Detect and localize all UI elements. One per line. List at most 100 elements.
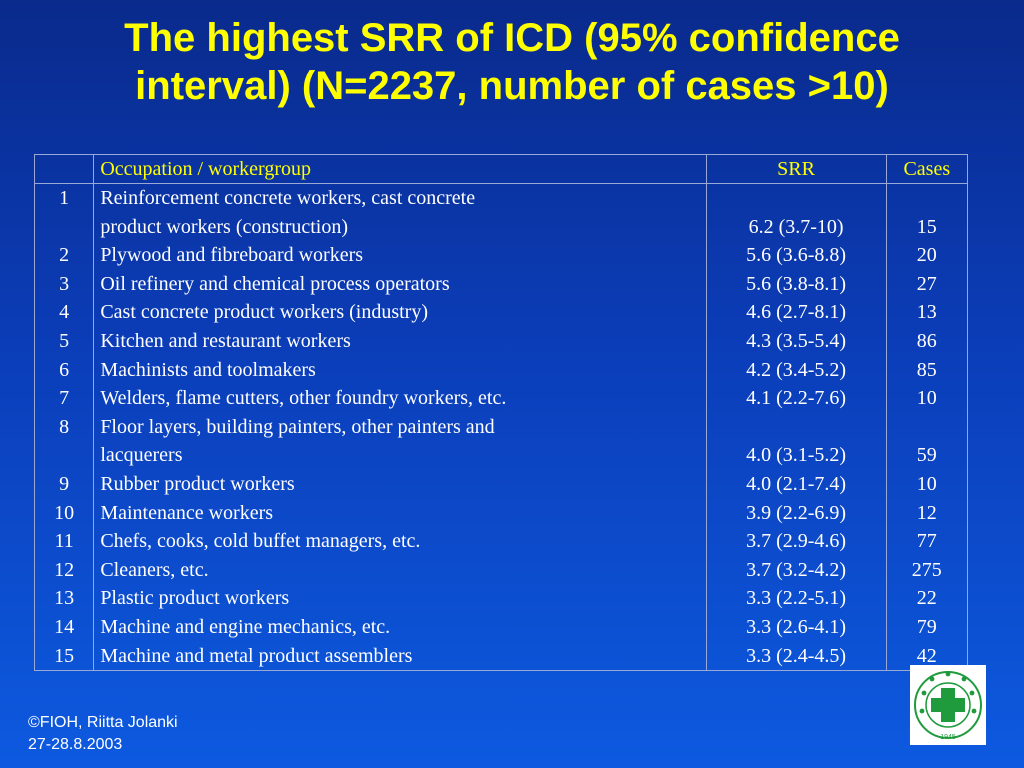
- srr-value: 4.1 (2.2-7.6): [746, 387, 847, 410]
- table-row: 2 Plywood and fibreboard workers 5.6 (3.6-…: [33, 241, 969, 270]
- occupation-line: Reinforcement concrete workers, cast con…: [100, 187, 476, 209]
- cases-value: 77: [916, 530, 937, 553]
- occupation-line: Plastic product workers: [100, 587, 290, 610]
- occupation-line: Machine and engine mechanics, etc.: [100, 615, 391, 638]
- table-row: 6 Machinists and toolmakers 4.2 (3.4-5.2) 8…: [33, 355, 969, 385]
- slide-title-line-2: interval) (N=2237, number of cases >10): [135, 64, 889, 108]
- row-cases: 59: [885, 412, 969, 470]
- srr-value: 3.7 (2.9-4.6): [746, 530, 847, 553]
- row-srr: 4.3 (3.5-5.4): [705, 326, 887, 356]
- srr-value: 3.3 (2.6-4.1): [746, 615, 847, 638]
- row-occupation: Reinforcement concrete workers, cast con…: [93, 183, 707, 242]
- srr-value: 5.6 (3.6-8.8): [746, 244, 847, 267]
- occupation-line: lacquerers: [100, 444, 183, 467]
- row-cases: 275: [885, 555, 969, 585]
- row-number: 5: [33, 326, 95, 356]
- row-number: 7: [33, 384, 95, 413]
- occupation-line: Chefs, cooks, cold buffet managers, etc.: [100, 530, 421, 553]
- row-srr: 5.6 (3.8-8.1): [705, 269, 887, 299]
- occupation-line: product workers (construction): [100, 215, 349, 238]
- table-row: 11 Chefs, cooks, cold buffet managers, et…: [33, 527, 969, 556]
- row-number: 2: [33, 241, 95, 270]
- occupation-line: Welders, flame cutters, other foundry wo…: [100, 387, 507, 410]
- row-occupation: Cast concrete product workers (industry): [93, 298, 707, 327]
- occupation-line: Machinists and toolmakers: [100, 358, 316, 381]
- row-occupation: Maintenance workers: [93, 498, 707, 528]
- srr-value: 6.2 (3.7-10): [748, 215, 844, 238]
- table-row: 1 Reinforcement concrete workers, cast co…: [33, 183, 969, 242]
- table-row: 9 Rubber product workers 4.0 (2.1-7.4) 10: [33, 469, 969, 499]
- header-cases: Cases: [885, 154, 969, 184]
- srr-value: 5.6 (3.8-8.1): [746, 272, 847, 295]
- srr-value: 3.7 (3.2-4.2): [746, 558, 847, 581]
- row-occupation: Cleaners, etc.: [93, 555, 707, 585]
- cases-value: 12: [916, 501, 937, 524]
- row-srr: 3.3 (2.6-4.1): [705, 612, 887, 642]
- row-occupation: Kitchen and restaurant workers: [93, 326, 707, 356]
- row-occupation: Plywood and fibreboard workers: [93, 241, 707, 270]
- row-cases: 27: [885, 269, 969, 299]
- row-number: 8: [33, 412, 95, 470]
- row-number: 12: [33, 555, 95, 585]
- row-cases: 85: [885, 355, 969, 385]
- row-number: 10: [33, 498, 95, 528]
- cases-value: 13: [916, 301, 937, 324]
- srr-value: 3.3 (2.2-5.1): [746, 587, 847, 610]
- table-row: 7 Welders, flame cutters, other foundry w…: [33, 384, 969, 413]
- logo-year: 1945: [940, 734, 956, 741]
- table-row: 13 Plastic product workers 3.3 (2.2-5.1) 22: [33, 584, 969, 613]
- occupation-line: Maintenance workers: [100, 501, 274, 524]
- row-cases: 10: [885, 384, 969, 413]
- occupation-line: Oil refinery and chemical process operat…: [100, 272, 450, 295]
- cases-value: 59: [916, 444, 937, 467]
- row-occupation: Welders, flame cutters, other foundry wo…: [93, 384, 707, 413]
- occupation-line: Plywood and fibreboard workers: [100, 244, 364, 267]
- row-cases: 22: [885, 584, 969, 613]
- table-row: 12 Cleaners, etc. 3.7 (3.2-4.2) 275: [33, 555, 969, 585]
- srr-value: 3.3 (2.4-4.5): [746, 644, 847, 667]
- cases-value: 22: [916, 587, 937, 610]
- row-number: 1: [33, 183, 95, 242]
- row-occupation: Machinists and toolmakers: [93, 355, 707, 385]
- row-number: 6: [33, 355, 95, 385]
- table-row: 4 Cast concrete product workers (industry…: [33, 298, 969, 327]
- row-cases: 77: [885, 527, 969, 556]
- srr-table: Occupation / workergroup SRR Cases 1 Rein…: [33, 154, 969, 672]
- row-srr: 3.9 (2.2-6.9): [705, 498, 887, 528]
- footer-date: 27-28.8.2003: [28, 736, 123, 753]
- occupation-line: Rubber product workers: [100, 472, 295, 495]
- cases-value: 27: [916, 272, 937, 295]
- row-occupation: Machine and engine mechanics, etc.: [93, 612, 707, 642]
- row-srr: 5.6 (3.6-8.8): [705, 241, 887, 270]
- srr-value: 4.0 (2.1-7.4): [746, 472, 847, 495]
- row-srr: 4.6 (2.7-8.1): [705, 298, 887, 327]
- row-cases: 86: [885, 326, 969, 356]
- row-cases: 15: [885, 183, 969, 242]
- header-num: [33, 154, 95, 184]
- table-row: 10 Maintenance workers 3.9 (2.2-6.9) 12: [33, 498, 969, 528]
- occupation-line: Cast concrete product workers (industry): [100, 301, 428, 324]
- row-number: 14: [33, 612, 95, 642]
- row-number: 3: [33, 269, 95, 299]
- slide-title-line-1: The highest SRR of ICD (95% confidence: [124, 16, 900, 60]
- cases-value: 86: [916, 329, 937, 352]
- row-srr: 4.2 (3.4-5.2): [705, 355, 887, 385]
- table-row: 8 Floor layers, building painters, other …: [33, 412, 969, 470]
- cases-value: 79: [916, 615, 937, 638]
- header-occupation: Occupation / workergroup: [93, 154, 707, 184]
- cases-value: 20: [916, 244, 937, 267]
- row-number: 4: [33, 298, 95, 327]
- header-srr: SRR: [705, 154, 887, 184]
- table-row: 15 Machine and metal product assemblers 3.…: [33, 641, 969, 672]
- row-cases: 13: [885, 298, 969, 327]
- row-occupation: Chefs, cooks, cold buffet managers, etc.: [93, 527, 707, 556]
- row-occupation: Rubber product workers: [93, 469, 707, 499]
- row-cases: 20: [885, 241, 969, 270]
- occupation-line: Floor layers, building painters, other p…: [100, 415, 495, 438]
- row-number: 13: [33, 584, 95, 613]
- row-srr: 3.3 (2.2-5.1): [705, 584, 887, 613]
- row-cases: 12: [885, 498, 969, 528]
- srr-value: 4.2 (3.4-5.2): [746, 358, 847, 381]
- row-occupation: Floor layers, building painters, other p…: [93, 412, 707, 470]
- row-srr: 3.7 (2.9-4.6): [705, 527, 887, 556]
